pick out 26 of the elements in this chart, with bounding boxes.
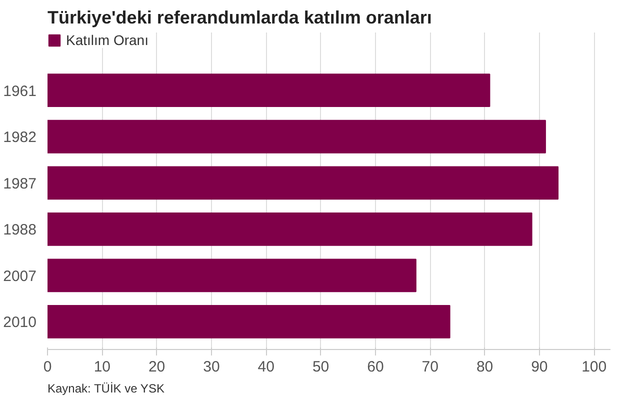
x-tick-label: 50: [312, 358, 330, 376]
y-tick-label: 1982: [3, 129, 37, 146]
bar: [48, 166, 559, 200]
x-tick-label: 60: [367, 358, 384, 376]
x-tick-label: 20: [148, 358, 166, 376]
y-tick-label: 1988: [3, 222, 37, 239]
y-tick-label: 1961: [3, 82, 37, 100]
bar: [48, 258, 416, 292]
bar: [48, 74, 490, 108]
x-tick-label: 40: [258, 358, 274, 376]
y-tick-label: 2007: [3, 268, 37, 285]
x-tick-label: 100: [582, 358, 607, 376]
x-tick-label: 0: [43, 358, 52, 376]
x-tick-label: 80: [476, 358, 494, 376]
x-tick-label: 90: [531, 358, 548, 376]
bar: [48, 305, 450, 338]
y-tick-label: 2010: [3, 314, 37, 332]
y-tick-label: 1987: [3, 175, 37, 192]
bar: [48, 212, 532, 246]
x-tick-label: 30: [203, 358, 220, 376]
text: Kaynak: TÜİK ve YSK: [48, 382, 164, 396]
x-tick-label: 10: [94, 358, 111, 376]
x-tick-label: 70: [422, 358, 438, 376]
chart-title: Türkiye'deki referandumlarda katılım oranları: [48, 8, 432, 28]
bar: [48, 120, 546, 154]
legend-label: Katılım Oranı: [66, 32, 148, 48]
